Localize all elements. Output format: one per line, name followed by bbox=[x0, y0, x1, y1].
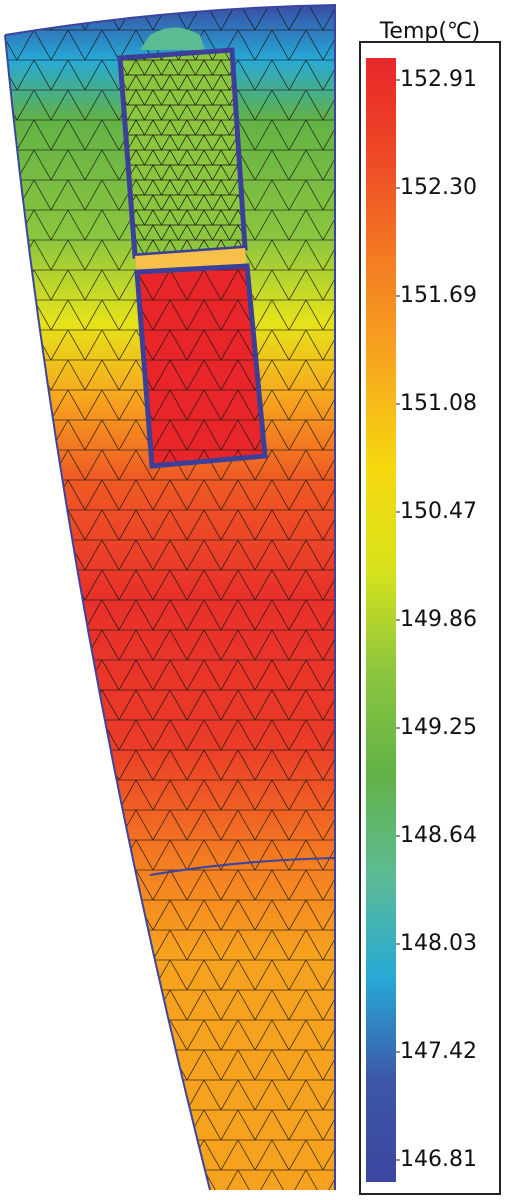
colorbar bbox=[366, 58, 396, 1182]
tick-label: 149.86 bbox=[400, 607, 477, 632]
tick-label: 147.42 bbox=[400, 1039, 477, 1064]
tick-label: 152.91 bbox=[400, 67, 477, 92]
tick-label: 152.30 bbox=[400, 175, 477, 200]
tick-label: 151.08 bbox=[400, 391, 477, 416]
tick-label-bg bbox=[397, 174, 475, 202]
tick-label-bg bbox=[397, 1146, 475, 1174]
slot-top bbox=[140, 27, 205, 50]
tick-label-bg bbox=[397, 390, 475, 418]
slot-lower bbox=[134, 263, 268, 469]
legend-title: Temp(℃) bbox=[379, 19, 481, 44]
tick-label: 151.69 bbox=[400, 283, 477, 308]
tick-label-bg bbox=[397, 714, 475, 742]
tick-label: 148.64 bbox=[400, 823, 477, 848]
tick-label: 149.25 bbox=[400, 715, 477, 740]
tick-label: 150.47 bbox=[400, 499, 477, 524]
tick-label-bg bbox=[397, 498, 475, 526]
tick-label-bg bbox=[397, 822, 475, 850]
tick-label-bg bbox=[397, 930, 475, 958]
tick-label-bg bbox=[397, 282, 475, 310]
tick-label-bg bbox=[397, 1038, 475, 1066]
tick-label-bg bbox=[397, 606, 475, 634]
tick-label: 148.03 bbox=[400, 931, 477, 956]
tick-label-bg bbox=[397, 66, 475, 94]
boundary bbox=[4, 3, 336, 1191]
slot-upper bbox=[117, 47, 248, 259]
tick-label: 146.81 bbox=[400, 1147, 477, 1172]
